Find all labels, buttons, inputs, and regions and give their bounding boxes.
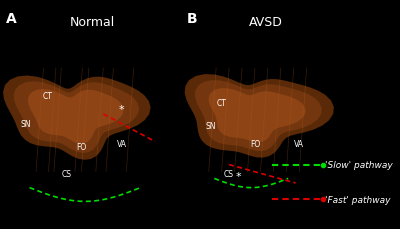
Text: B: B xyxy=(186,11,197,25)
Bar xyxy=(185,9,362,222)
Polygon shape xyxy=(195,81,322,151)
Text: *: * xyxy=(119,105,125,115)
Text: CS: CS xyxy=(224,169,234,179)
Text: FO: FO xyxy=(250,140,260,149)
Polygon shape xyxy=(28,90,124,144)
Text: *: * xyxy=(236,171,241,181)
Text: FO: FO xyxy=(76,142,86,151)
Text: 'Fast' pathway: 'Fast' pathway xyxy=(325,195,391,204)
Text: VA: VA xyxy=(117,140,127,149)
Text: Normal: Normal xyxy=(70,16,115,29)
Text: 'Slow' pathway: 'Slow' pathway xyxy=(325,160,393,169)
Text: CT: CT xyxy=(217,98,227,108)
Text: SN: SN xyxy=(205,121,216,131)
Text: CT: CT xyxy=(43,92,53,101)
Text: AVSD: AVSD xyxy=(249,16,283,29)
Polygon shape xyxy=(14,82,139,153)
Polygon shape xyxy=(208,89,306,143)
Text: A: A xyxy=(6,11,16,25)
Polygon shape xyxy=(185,75,334,158)
Text: VA: VA xyxy=(294,140,304,149)
Polygon shape xyxy=(3,76,151,160)
Text: CS: CS xyxy=(62,169,72,179)
Text: SN: SN xyxy=(21,119,31,128)
Bar xyxy=(2,9,174,222)
